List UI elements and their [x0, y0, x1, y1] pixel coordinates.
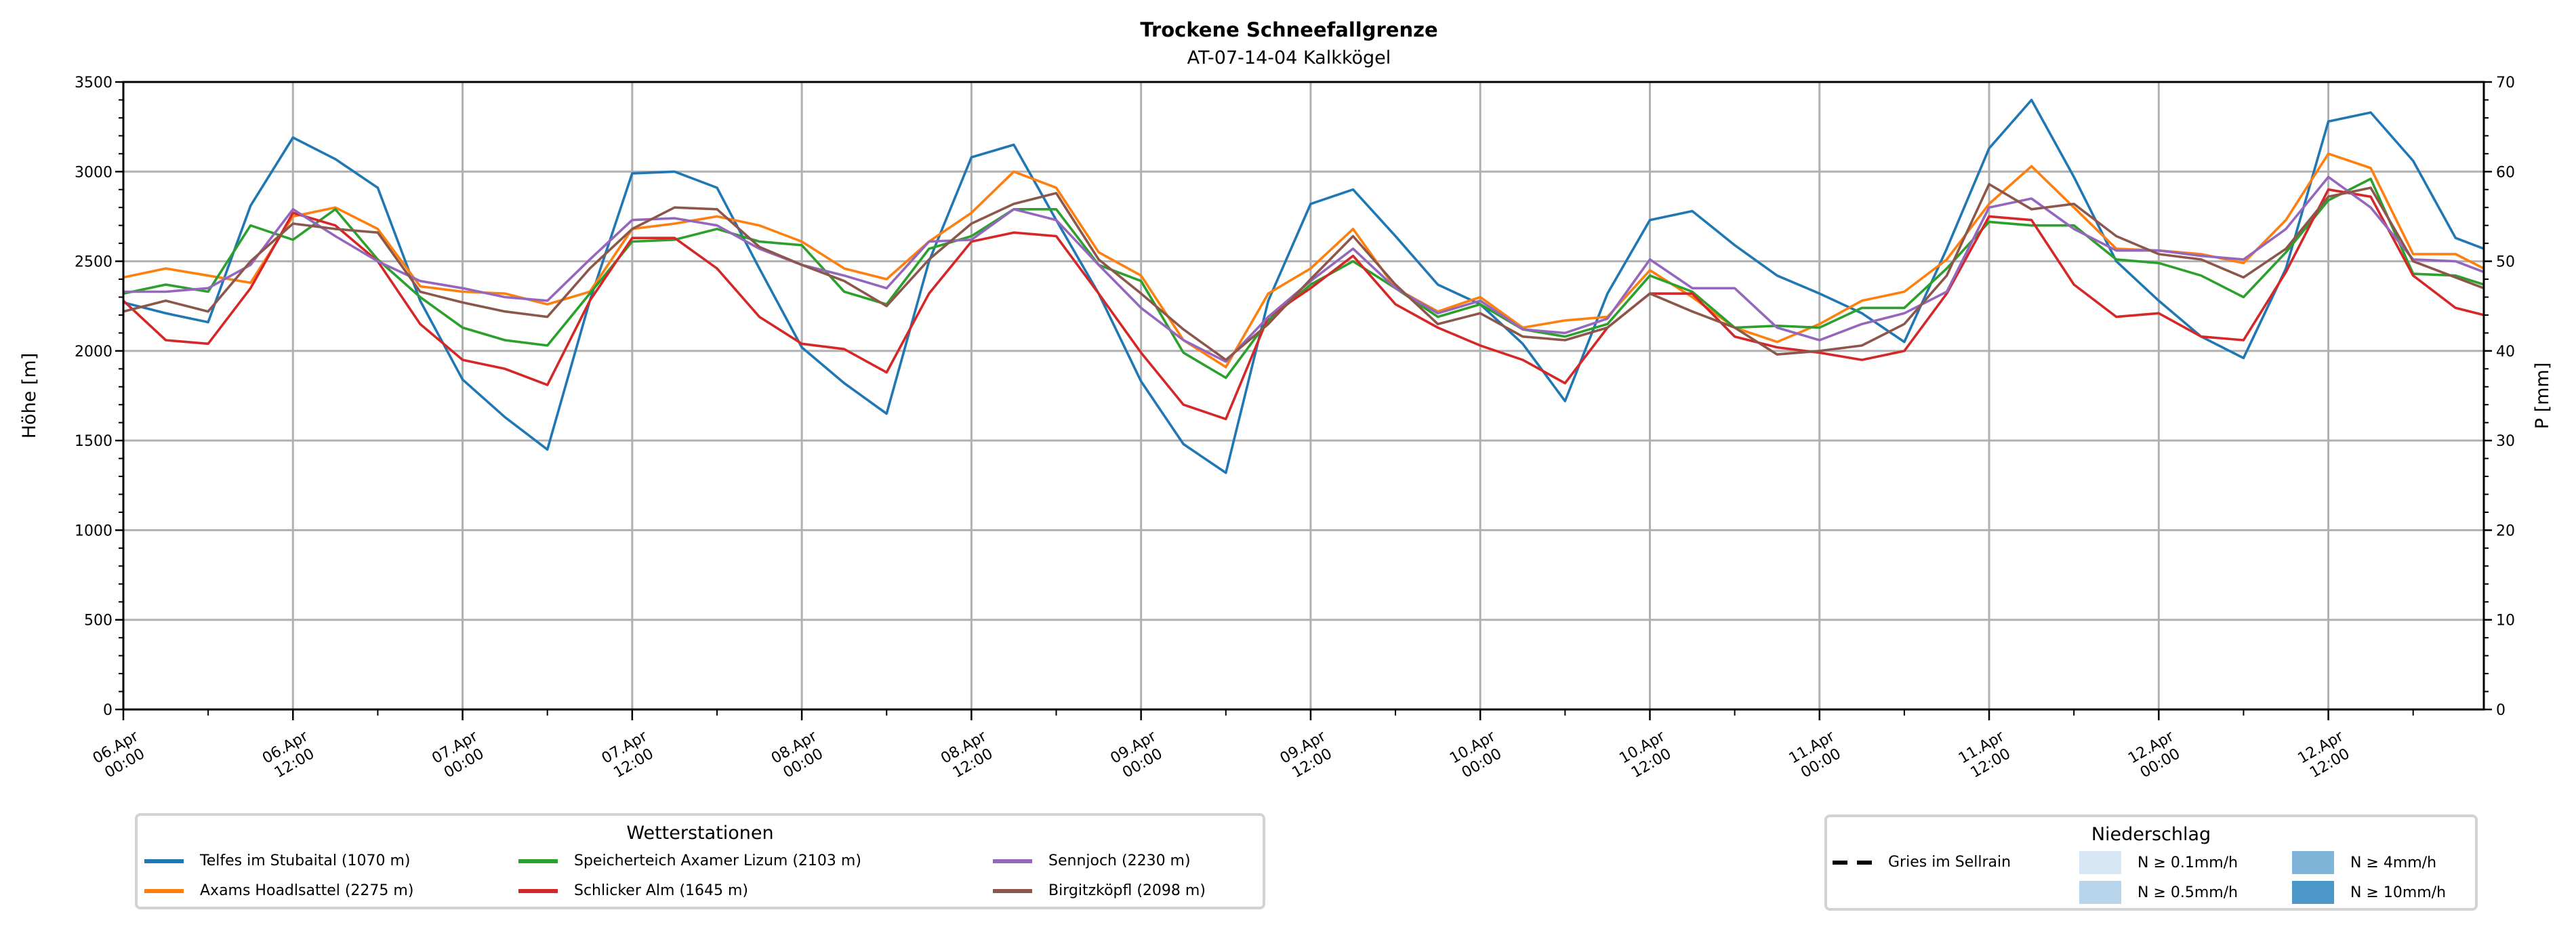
legend-item-precip-0: N ≥ 0.1mm/h [2079, 851, 2238, 874]
legend-line-icon [518, 859, 558, 863]
legend-item-precip-1: N ≥ 0.5mm/h [2079, 881, 2238, 904]
chart-subtitle: AT-07-14-04 Kalkkögel [1187, 47, 1391, 68]
y-right-tick-label: 20 [2496, 522, 2515, 539]
legend-label: Axams Hoadlsattel (2275 m) [200, 882, 414, 899]
legend-precipitation: Niederschlag Gries im Sellrain N ≥ 0.1mm… [1824, 814, 2478, 911]
legend-label: Telfes im Stubaital (1070 m) [200, 852, 411, 869]
chart-title: Trockene Schneefallgrenze [1140, 18, 1437, 41]
y-right-tick-label: 50 [2496, 254, 2515, 271]
legend-item-station: Axams Hoadlsattel (2275 m) [144, 882, 413, 899]
legend-line-icon [993, 859, 1032, 863]
legend-label: N ≥ 0.1mm/h [2138, 854, 2238, 871]
legend-label: N ≥ 0.5mm/h [2138, 884, 2238, 901]
y-right-tick-label: 10 [2496, 613, 2515, 629]
legend-label: N ≥ 10mm/h [2350, 884, 2447, 901]
legend-item-precip-2: N ≥ 4mm/h [2292, 851, 2436, 874]
y-tick-label: 3000 [75, 164, 113, 181]
legend-line-icon [993, 888, 1032, 893]
legend-label: Schlicker Alm (1645 m) [574, 882, 749, 899]
precip-patch-icon [2292, 881, 2334, 904]
legend-precip-title: Niederschlag [2091, 824, 2211, 845]
legend-item-gries: Gries im Sellrain [1833, 854, 2011, 871]
legend-label: N ≥ 4mm/h [2350, 854, 2437, 871]
legend-item-station: Sennjoch (2230 m) [993, 852, 1191, 869]
y-tick-label: 1500 [75, 433, 113, 450]
y-right-tick-label: 70 [2496, 75, 2515, 91]
y-right-tick-label: 30 [2496, 433, 2515, 450]
legend-label: Sennjoch (2230 m) [1048, 852, 1191, 869]
precip-patch-icon [2079, 881, 2121, 904]
legend-line-icon [144, 859, 184, 863]
legend-item-station: Birgitzköpfl (2098 m) [993, 882, 1206, 899]
legend-stations-title: Wetterstationen [626, 823, 774, 844]
y-axis-right-label: P [mm] [2532, 363, 2553, 430]
legend-item-station: Speicherteich Axamer Lizum (2103 m) [518, 852, 861, 869]
precip-patch-icon [2079, 851, 2121, 874]
legend-line-icon [144, 888, 184, 893]
series-line-4 [122, 188, 2485, 421]
y-tick-label: 3500 [75, 75, 113, 91]
plot-frame [122, 81, 2485, 711]
legend-label: Speicherteich Axamer Lizum (2103 m) [574, 852, 861, 869]
legend-label: Birgitzköpfl (2098 m) [1048, 882, 1206, 899]
y-tick-label: 2500 [75, 254, 113, 271]
series-line-1 [123, 98, 2485, 474]
series-line-6 [123, 182, 2485, 361]
legend-item-station: Telfes im Stubaital (1070 m) [144, 852, 411, 869]
legend-label: Gries im Sellrain [1888, 854, 2011, 871]
legend-stations: Wetterstationen Telfes im Stubaital (107… [135, 813, 1265, 909]
y-tick-label: 2000 [75, 344, 113, 360]
legend-line-icon [518, 888, 558, 893]
legend-item-precip-3: N ≥ 10mm/h [2292, 881, 2446, 904]
axes: 0 0 500 10 1000 20 1500 30 2000 40 2500 50 3000 60 350… [75, 75, 2515, 782]
y-right-tick-label: 60 [2496, 164, 2515, 181]
y-right-tick-label: 40 [2496, 344, 2515, 360]
y-axis-label: Höhe [m] [19, 353, 40, 439]
series-line-5 [123, 176, 2485, 363]
y-tick-label: 500 [84, 613, 113, 629]
series-line-3 [123, 178, 2485, 379]
y-right-tick-label: 0 [2496, 702, 2506, 719]
y-tick-label: 0 [103, 702, 113, 719]
precip-patch-icon [2292, 851, 2334, 874]
dashed-line-icon [1833, 860, 1872, 865]
y-tick-label: 1000 [75, 522, 113, 539]
series-lines [122, 98, 2485, 474]
grid [122, 81, 2484, 711]
legend-item-station: Schlicker Alm (1645 m) [518, 882, 748, 899]
